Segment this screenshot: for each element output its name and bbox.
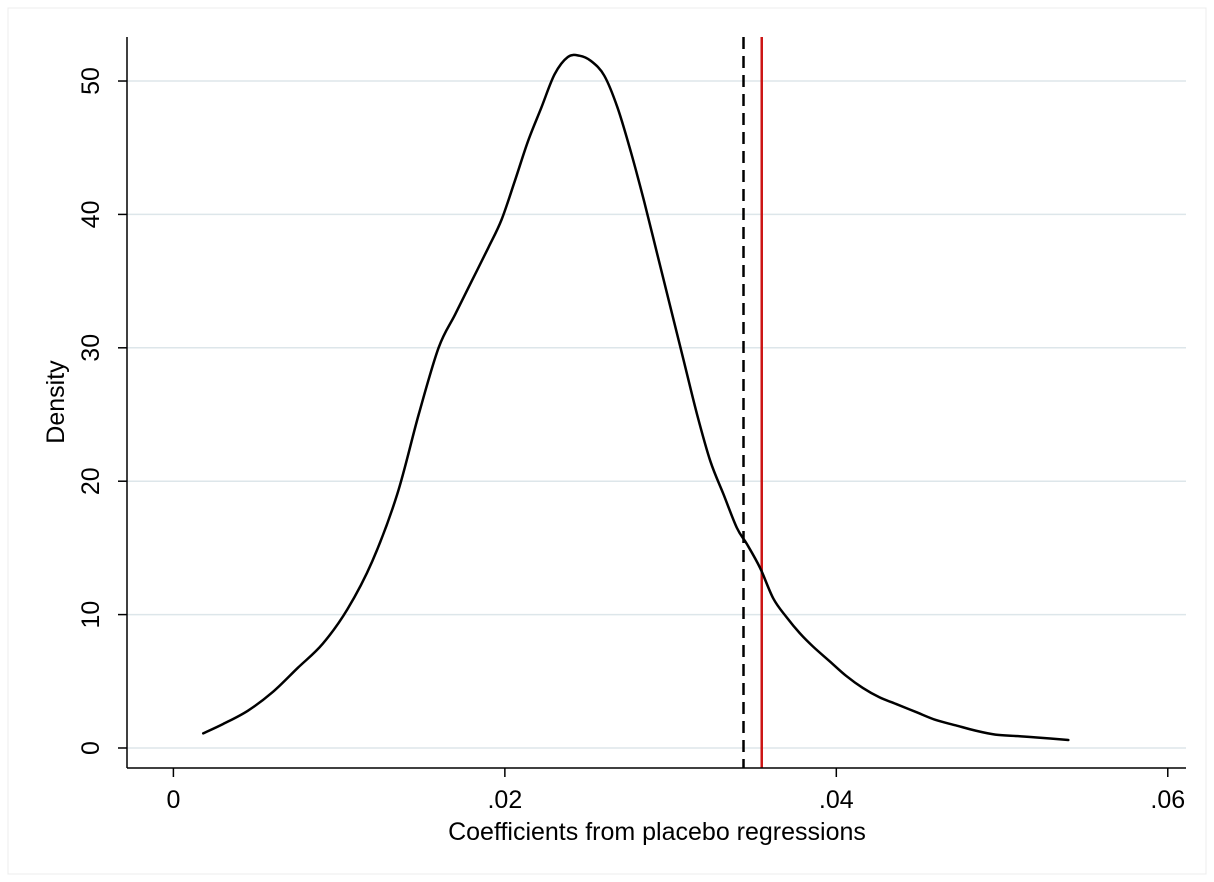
x-tick-label: .02 xyxy=(487,786,522,814)
y-tick-label: 30 xyxy=(77,334,105,362)
density-curve xyxy=(201,53,1070,742)
y-tick-label: 40 xyxy=(77,201,105,229)
chart-frame xyxy=(7,7,1207,875)
y-tick-label: 50 xyxy=(77,67,105,95)
y-tick-label: 10 xyxy=(77,601,105,629)
reference-lines xyxy=(742,37,763,768)
y-tick-label: 20 xyxy=(77,467,105,495)
x-axis-title: Coefficients from placebo regressions xyxy=(448,818,866,846)
x-tick-label: 0 xyxy=(166,786,180,814)
x-tick-label: .06 xyxy=(1150,786,1185,814)
y-axis-title: Density xyxy=(42,360,70,444)
y-tick-label: 0 xyxy=(77,741,105,755)
x-tick-label: .04 xyxy=(819,786,854,814)
axis-layer xyxy=(126,37,1186,769)
series-layer xyxy=(201,53,1070,742)
grid-layer xyxy=(127,80,1186,749)
tick-layer: 0 10 20 30 40 50 0 .02 .04 .06 xyxy=(77,67,1185,814)
